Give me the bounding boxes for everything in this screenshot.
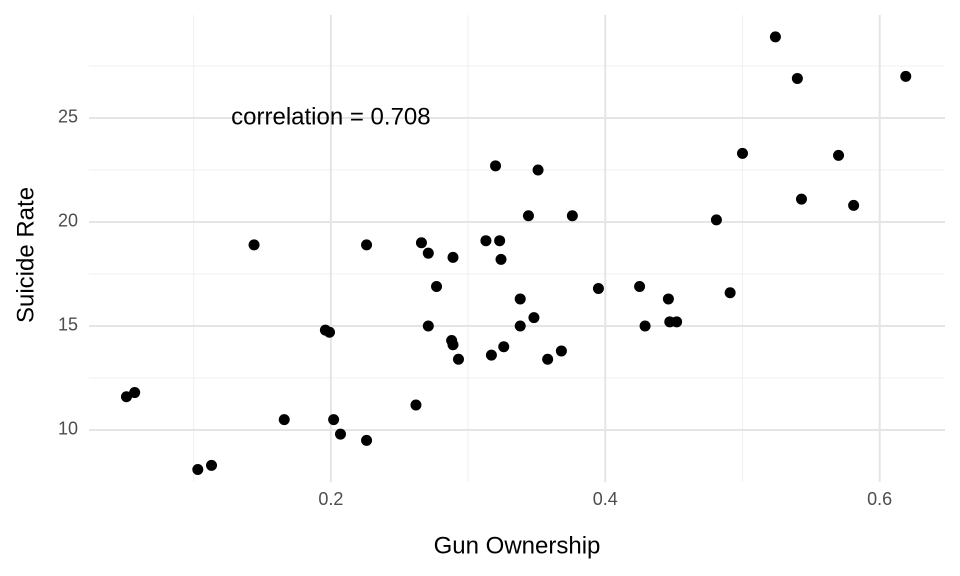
point (447, 339, 459, 351)
point (485, 349, 497, 361)
point (422, 320, 434, 332)
y-tick-label: 25 (58, 107, 78, 127)
point (724, 287, 736, 299)
point (532, 164, 544, 176)
point (566, 210, 578, 222)
y-tick-label: 15 (58, 315, 78, 335)
point (528, 312, 540, 324)
point (490, 160, 502, 172)
point (514, 293, 526, 305)
y-tick-label: 20 (58, 211, 78, 231)
point (634, 280, 646, 292)
point (278, 414, 290, 426)
point (498, 341, 510, 353)
point (361, 434, 373, 446)
point (522, 210, 534, 222)
point (410, 399, 422, 411)
point (480, 235, 492, 247)
x-tick-label: 0.2 (318, 489, 343, 509)
point (795, 193, 807, 205)
point (791, 72, 803, 84)
point (248, 239, 260, 251)
point (592, 283, 604, 295)
point (120, 391, 132, 403)
point (192, 464, 204, 476)
point (833, 149, 845, 161)
point (447, 251, 459, 263)
point (710, 214, 722, 226)
y-axis-title: Suicide Rate (12, 187, 39, 323)
point (452, 353, 464, 365)
point (848, 199, 860, 211)
point (555, 345, 567, 357)
annotation: correlation = 0.708 (231, 103, 430, 130)
point (324, 326, 336, 338)
point (415, 237, 427, 249)
point (662, 293, 674, 305)
y-tick-label: 10 (58, 419, 78, 439)
point (129, 387, 141, 399)
point (639, 320, 651, 332)
x-axis-title: Gun Ownership (434, 532, 601, 559)
point (495, 253, 507, 265)
point (900, 70, 912, 82)
point (422, 247, 434, 259)
point (769, 31, 781, 43)
point (514, 320, 526, 332)
x-tick-label: 0.6 (867, 489, 892, 509)
point (736, 147, 748, 159)
point (334, 428, 346, 440)
x-tick-label: 0.4 (593, 489, 618, 509)
point (361, 239, 373, 251)
point (328, 414, 340, 426)
points (120, 31, 912, 476)
point (206, 459, 218, 471)
grid (89, 15, 945, 482)
point (431, 280, 443, 292)
point (542, 353, 554, 365)
point (494, 235, 506, 247)
point (671, 316, 683, 328)
